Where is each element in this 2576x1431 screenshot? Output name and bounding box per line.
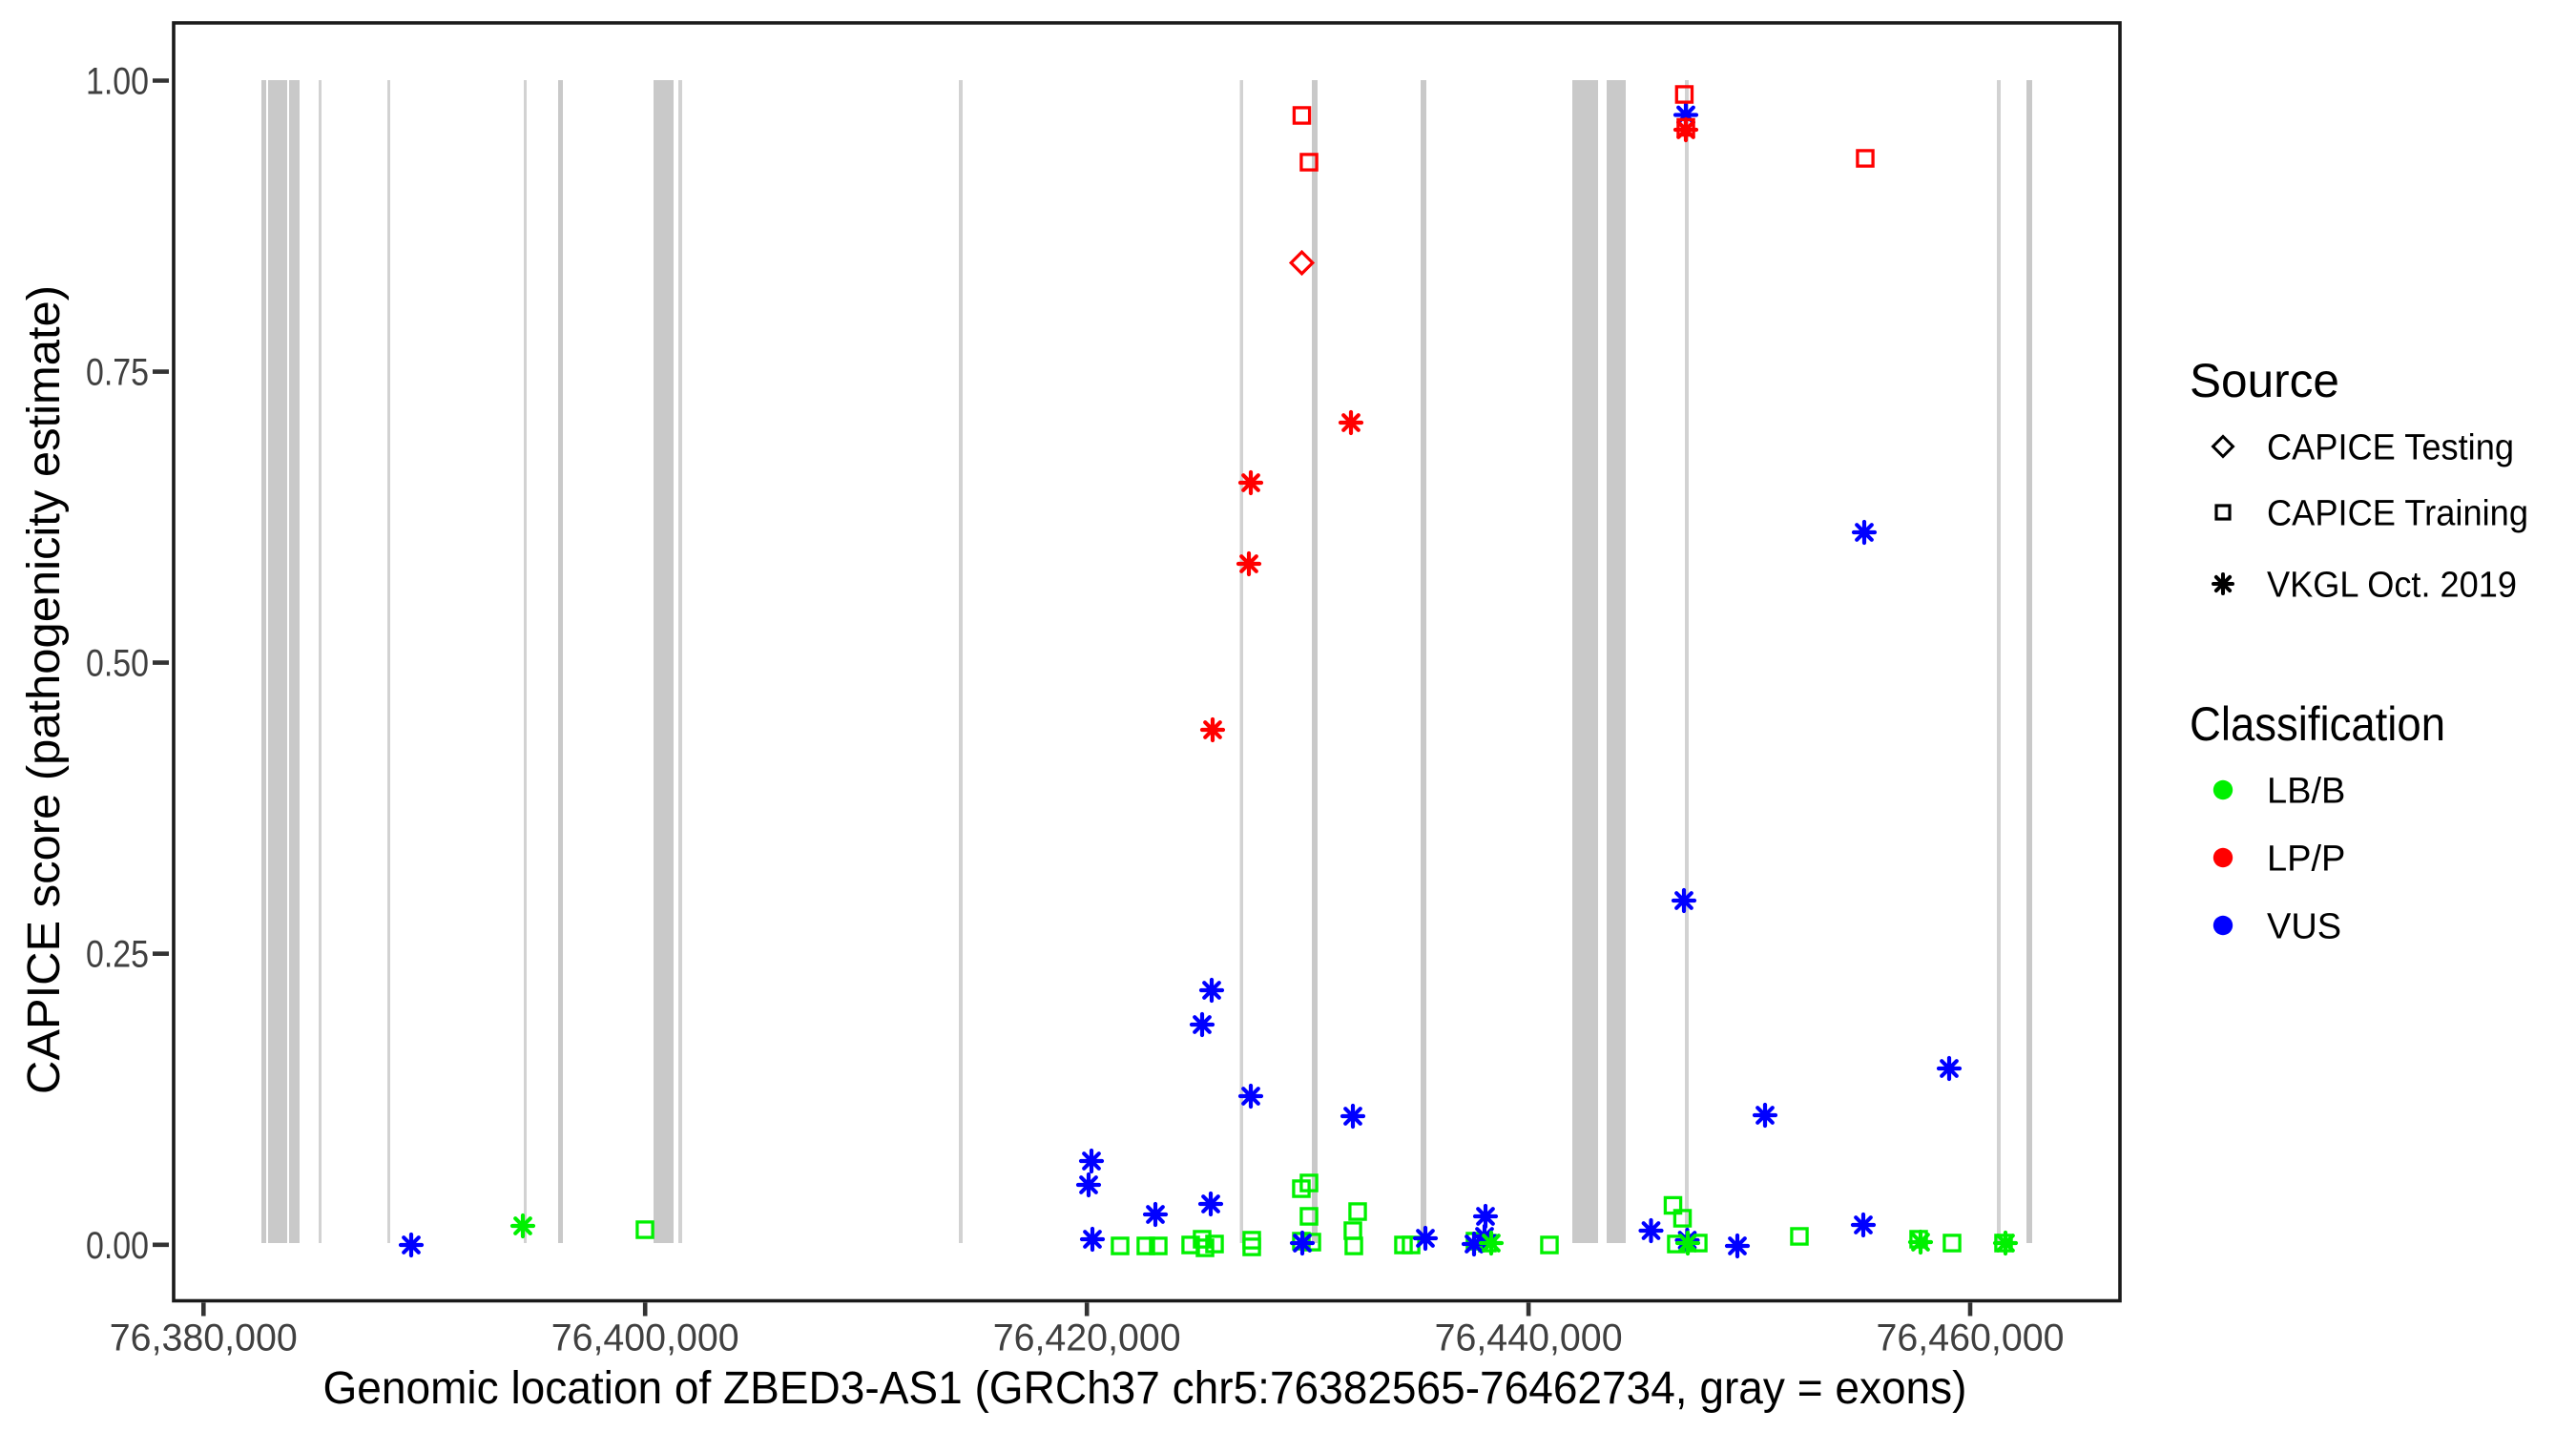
svg-text:76,380,000: 76,380,000 bbox=[110, 1317, 298, 1359]
svg-text:CAPICE Testing: CAPICE Testing bbox=[2267, 428, 2514, 468]
svg-text:LB/B: LB/B bbox=[2267, 772, 2345, 812]
svg-text:VUS: VUS bbox=[2267, 907, 2341, 947]
svg-text:76,420,000: 76,420,000 bbox=[993, 1317, 1181, 1359]
svg-text:VKGL Oct. 2019: VKGL Oct. 2019 bbox=[2267, 566, 2517, 606]
svg-text:76,460,000: 76,460,000 bbox=[1877, 1317, 2065, 1359]
svg-text:Classification: Classification bbox=[2190, 697, 2445, 751]
svg-text:1.00: 1.00 bbox=[86, 61, 149, 103]
svg-text:LP/P: LP/P bbox=[2267, 840, 2345, 880]
svg-text:0.00: 0.00 bbox=[86, 1225, 149, 1267]
svg-text:76,440,000: 76,440,000 bbox=[1435, 1317, 1623, 1359]
svg-text:CAPICE Training: CAPICE Training bbox=[2267, 494, 2528, 534]
svg-text:Source: Source bbox=[2190, 354, 2339, 407]
svg-text:76,400,000: 76,400,000 bbox=[551, 1317, 739, 1359]
svg-text:0.75: 0.75 bbox=[86, 352, 149, 394]
svg-text:0.25: 0.25 bbox=[86, 934, 149, 976]
svg-text:CAPICE score (pathogenicity es: CAPICE score (pathogenicity estimate) bbox=[19, 285, 70, 1094]
svg-text:Genomic location of ZBED3-AS1: Genomic location of ZBED3-AS1 (GRCh37 ch… bbox=[323, 1363, 1967, 1414]
svg-text:0.50: 0.50 bbox=[86, 643, 149, 685]
